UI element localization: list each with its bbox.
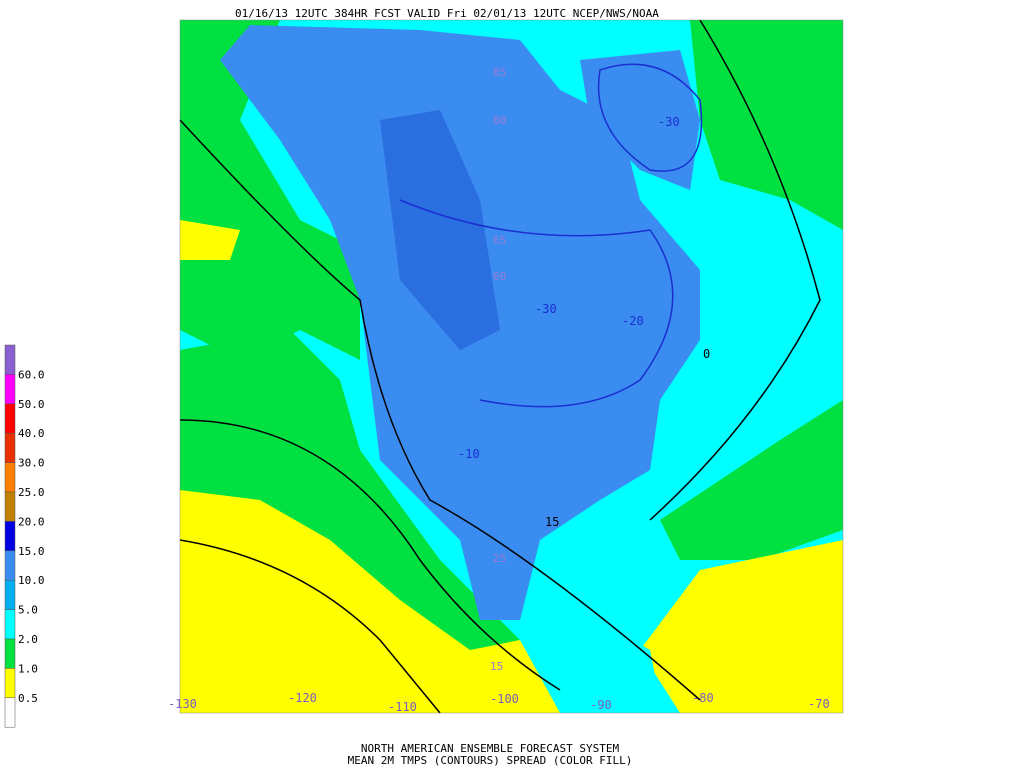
legend: 60.0 50.0 40.0 30.0 25.0 20.0 15.0 10.0 5.0 2.0 1.…	[4, 344, 45, 728]
lon-label: -120	[288, 691, 317, 705]
legend-label: 60.0	[18, 368, 45, 381]
contour-line	[649, 19, 821, 521]
contour-line	[179, 419, 561, 691]
contour-line	[179, 539, 441, 714]
legend-swatch	[4, 697, 16, 728]
lat-label: 65	[493, 234, 506, 247]
legend-swatch	[4, 609, 16, 640]
legend-swatch	[4, 344, 16, 375]
legend-label: 1.0	[18, 662, 38, 675]
legend-swatch	[4, 579, 16, 610]
legend-label: 50.0	[18, 398, 45, 411]
legend-swatch	[4, 491, 16, 522]
legend-swatch	[4, 462, 16, 493]
map-frame	[179, 19, 844, 714]
legend-swatch	[4, 521, 16, 552]
legend-label: 25.0	[18, 486, 45, 499]
fill-green	[180, 20, 360, 360]
contour-label: -20	[622, 314, 644, 328]
legend-swatch	[4, 374, 16, 405]
lat-label: 85	[493, 66, 506, 79]
lat-label: 15	[490, 660, 503, 673]
lon-label: -100	[490, 692, 519, 706]
lon-label: -110	[388, 700, 417, 714]
lon-label: -90	[590, 698, 612, 712]
contour-label: 15	[545, 515, 559, 529]
legend-label: 5.0	[18, 604, 38, 617]
contour-label: -30	[658, 115, 680, 129]
fill-green-atl	[660, 400, 843, 560]
fill-blue-greenland	[580, 50, 700, 190]
contour-line-blue	[399, 199, 674, 408]
contour-label: -30	[535, 302, 557, 316]
lon-label: -130	[168, 697, 197, 711]
legend-swatch	[4, 403, 16, 434]
lon-label: -80	[692, 691, 714, 705]
map: 85 80 65 60 25 15 -30 -30 -20 -10 0 15 -…	[168, 19, 844, 714]
lat-label: 80	[493, 114, 506, 127]
legend-swatch	[4, 550, 16, 581]
legend-swatch	[4, 668, 16, 699]
fill-blue-deep	[380, 110, 500, 350]
contour-line	[179, 119, 701, 701]
contour-label: -10	[458, 447, 480, 461]
lon-label: -70	[808, 697, 830, 711]
legend-label: 20.0	[18, 515, 45, 528]
legend-swatch	[4, 432, 16, 463]
legend-label: 15.0	[18, 545, 45, 558]
header: 01/16/13 12UTC 384HR FCST VALID Fri 02/0…	[235, 7, 659, 20]
fill-green-ne	[690, 20, 843, 230]
legend-swatch	[4, 638, 16, 669]
legend-label: 40.0	[18, 427, 45, 440]
legend-label: 0.5	[18, 692, 38, 705]
fill-green-2	[180, 330, 520, 650]
fill-yellow-se	[640, 540, 843, 713]
legend-label: 10.0	[18, 574, 45, 587]
lat-label: 25	[493, 552, 506, 565]
legend-label: 2.0	[18, 633, 38, 646]
lat-label: 60	[493, 270, 506, 283]
fill-cyan-ca	[540, 620, 660, 713]
fill-yellow	[180, 220, 560, 713]
footer-line: NORTH AMERICAN ENSEMBLE FORECAST SYSTEM	[361, 742, 620, 755]
contour-label: 0	[703, 347, 710, 361]
legend-label: 30.0	[18, 457, 45, 470]
contour-line-blue	[597, 63, 703, 172]
footer-line: MEAN 2M TMPS (CONTOURS) SPREAD (COLOR FI…	[348, 754, 633, 767]
